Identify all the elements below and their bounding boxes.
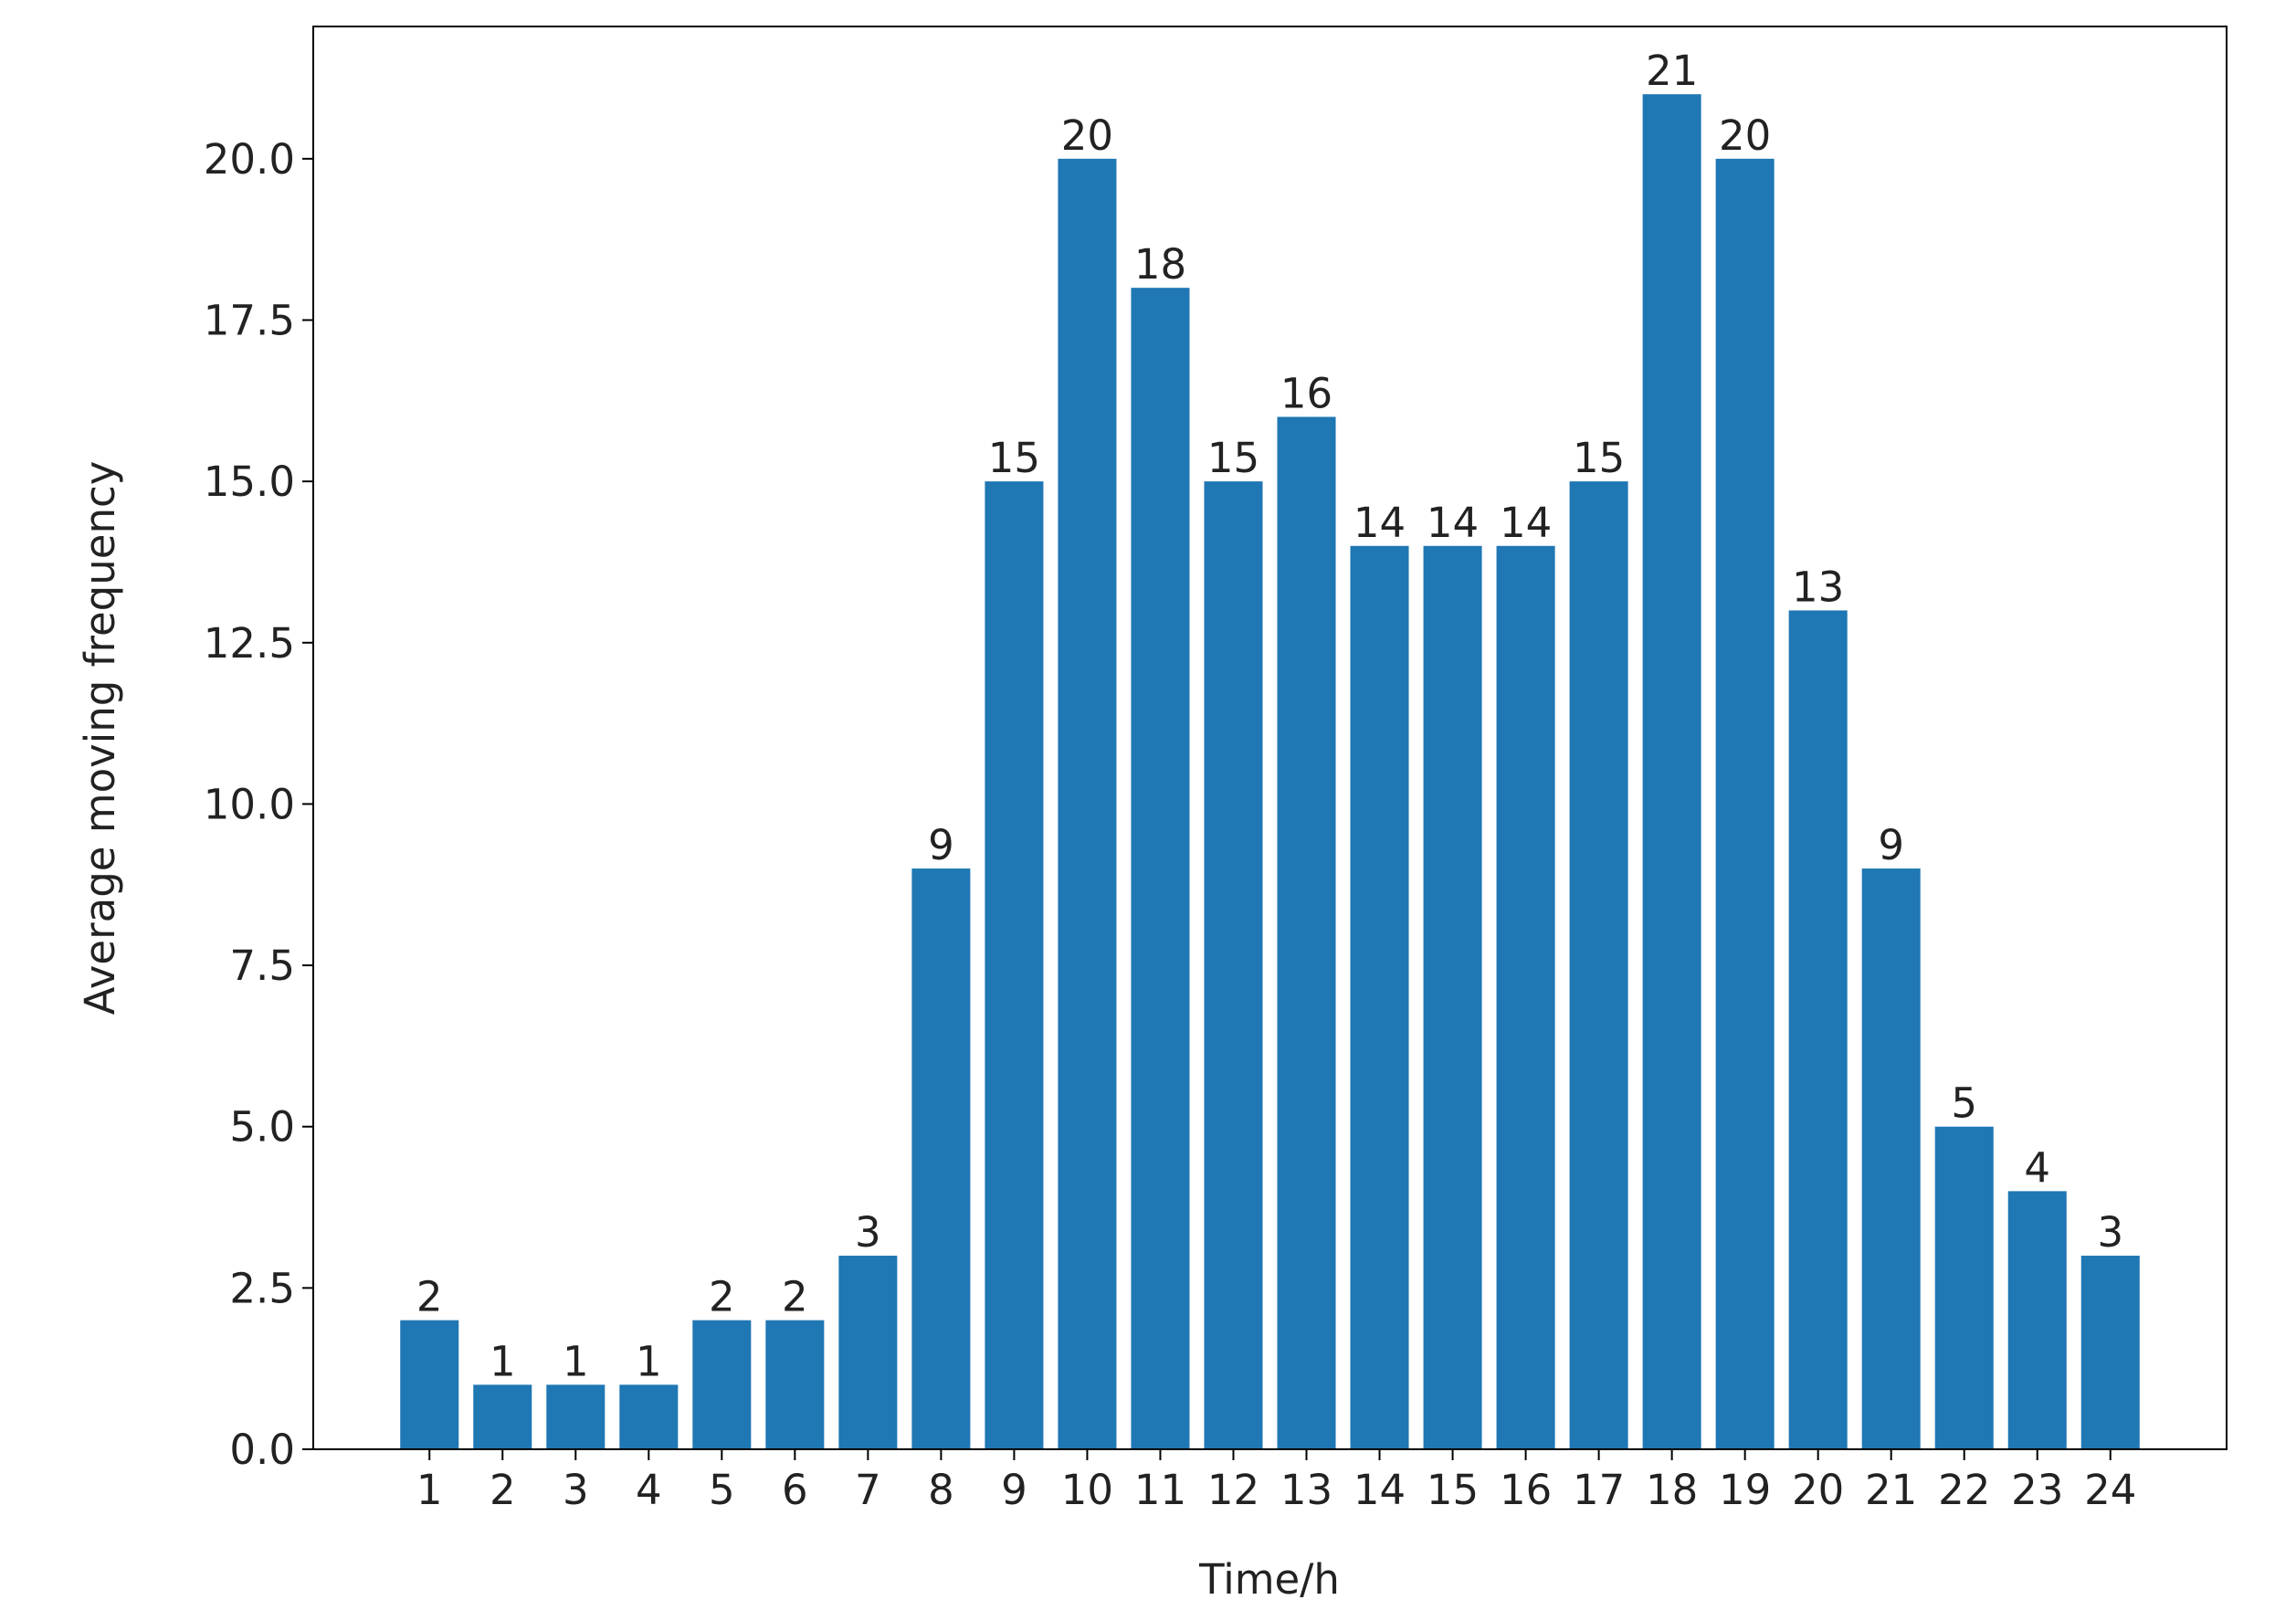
y-tick-label: 0.0 bbox=[229, 1426, 295, 1474]
y-tick-label: 2.5 bbox=[229, 1264, 295, 1312]
bar bbox=[765, 1320, 825, 1449]
x-tick-label: 2 bbox=[490, 1466, 516, 1514]
x-tick-label: 11 bbox=[1134, 1466, 1186, 1514]
y-tick-label: 17.5 bbox=[204, 296, 295, 344]
value-label: 2 bbox=[416, 1273, 443, 1321]
value-label: 2 bbox=[709, 1273, 735, 1321]
value-label: 15 bbox=[1207, 434, 1259, 482]
x-tick-label: 23 bbox=[2011, 1466, 2063, 1514]
x-tick-label: 19 bbox=[1719, 1466, 1771, 1514]
y-tick-label: 20.0 bbox=[204, 135, 295, 184]
bar bbox=[2080, 1256, 2140, 1449]
value-label: 20 bbox=[1061, 111, 1113, 160]
bar bbox=[1131, 288, 1190, 1449]
value-label: 9 bbox=[1878, 821, 1904, 869]
y-tick-label: 12.5 bbox=[204, 619, 295, 668]
value-label: 13 bbox=[1792, 563, 1844, 611]
value-label: 5 bbox=[1951, 1079, 1977, 1128]
bar bbox=[1642, 94, 1701, 1450]
value-label: 20 bbox=[1719, 111, 1771, 160]
bar bbox=[1496, 545, 1555, 1449]
x-tick-label: 8 bbox=[928, 1466, 954, 1514]
x-tick-label: 5 bbox=[709, 1466, 735, 1514]
x-tick-label: 14 bbox=[1353, 1466, 1406, 1514]
bar bbox=[1934, 1126, 1994, 1449]
x-axis-label: Time/h bbox=[1198, 1555, 1340, 1604]
x-tick-label: 22 bbox=[1938, 1466, 1990, 1514]
bar bbox=[1569, 481, 1628, 1450]
value-label: 15 bbox=[1573, 434, 1625, 482]
bar bbox=[619, 1384, 679, 1449]
x-tick-label: 15 bbox=[1427, 1466, 1479, 1514]
y-tick-label: 10.0 bbox=[204, 780, 295, 828]
bar bbox=[692, 1320, 752, 1449]
value-label: 3 bbox=[855, 1208, 881, 1257]
value-label: 1 bbox=[563, 1337, 589, 1385]
x-tick-label: 1 bbox=[416, 1466, 443, 1514]
x-tick-label: 6 bbox=[782, 1466, 808, 1514]
value-label: 1 bbox=[636, 1337, 662, 1385]
bar bbox=[911, 868, 971, 1449]
plot-frame bbox=[312, 26, 2228, 1450]
bar bbox=[1058, 158, 1117, 1450]
bar bbox=[2007, 1191, 2067, 1449]
bar bbox=[1277, 416, 1336, 1449]
value-label: 1 bbox=[490, 1337, 516, 1385]
value-label: 14 bbox=[1500, 499, 1552, 547]
value-label: 9 bbox=[928, 821, 954, 869]
x-tick-label: 17 bbox=[1573, 1466, 1625, 1514]
bar bbox=[1423, 545, 1482, 1449]
bar bbox=[1204, 481, 1263, 1450]
value-label: 14 bbox=[1353, 499, 1406, 547]
bar bbox=[1861, 868, 1921, 1449]
value-label: 21 bbox=[1646, 47, 1698, 95]
value-label: 4 bbox=[2024, 1143, 2050, 1192]
value-label: 16 bbox=[1280, 369, 1332, 417]
x-tick-label: 12 bbox=[1207, 1466, 1259, 1514]
y-tick-label: 7.5 bbox=[229, 942, 295, 990]
value-label: 15 bbox=[988, 434, 1040, 482]
bar bbox=[546, 1384, 606, 1449]
x-tick-label: 24 bbox=[2084, 1466, 2136, 1514]
x-tick-label: 3 bbox=[563, 1466, 589, 1514]
bar bbox=[400, 1320, 459, 1449]
y-tick-label: 15.0 bbox=[204, 458, 295, 506]
y-axis-label: Average moving frequency bbox=[76, 461, 124, 1015]
x-tick-label: 4 bbox=[636, 1466, 662, 1514]
x-tick-label: 9 bbox=[1001, 1466, 1027, 1514]
value-label: 18 bbox=[1134, 240, 1186, 289]
x-tick-label: 10 bbox=[1061, 1466, 1113, 1514]
bar bbox=[838, 1256, 898, 1449]
x-tick-label: 20 bbox=[1792, 1466, 1844, 1514]
x-tick-label: 18 bbox=[1646, 1466, 1698, 1514]
bar bbox=[1715, 158, 1775, 1450]
value-label: 2 bbox=[782, 1273, 808, 1321]
x-tick-label: 16 bbox=[1500, 1466, 1552, 1514]
bar bbox=[1788, 610, 1848, 1449]
value-label: 3 bbox=[2097, 1208, 2123, 1257]
x-tick-label: 13 bbox=[1280, 1466, 1332, 1514]
bar bbox=[1350, 545, 1409, 1449]
x-tick-label: 7 bbox=[855, 1466, 881, 1514]
bar bbox=[985, 481, 1044, 1450]
bar bbox=[473, 1384, 532, 1449]
x-tick-label: 21 bbox=[1865, 1466, 1917, 1514]
y-tick-label: 5.0 bbox=[229, 1103, 295, 1152]
value-label: 14 bbox=[1427, 499, 1479, 547]
